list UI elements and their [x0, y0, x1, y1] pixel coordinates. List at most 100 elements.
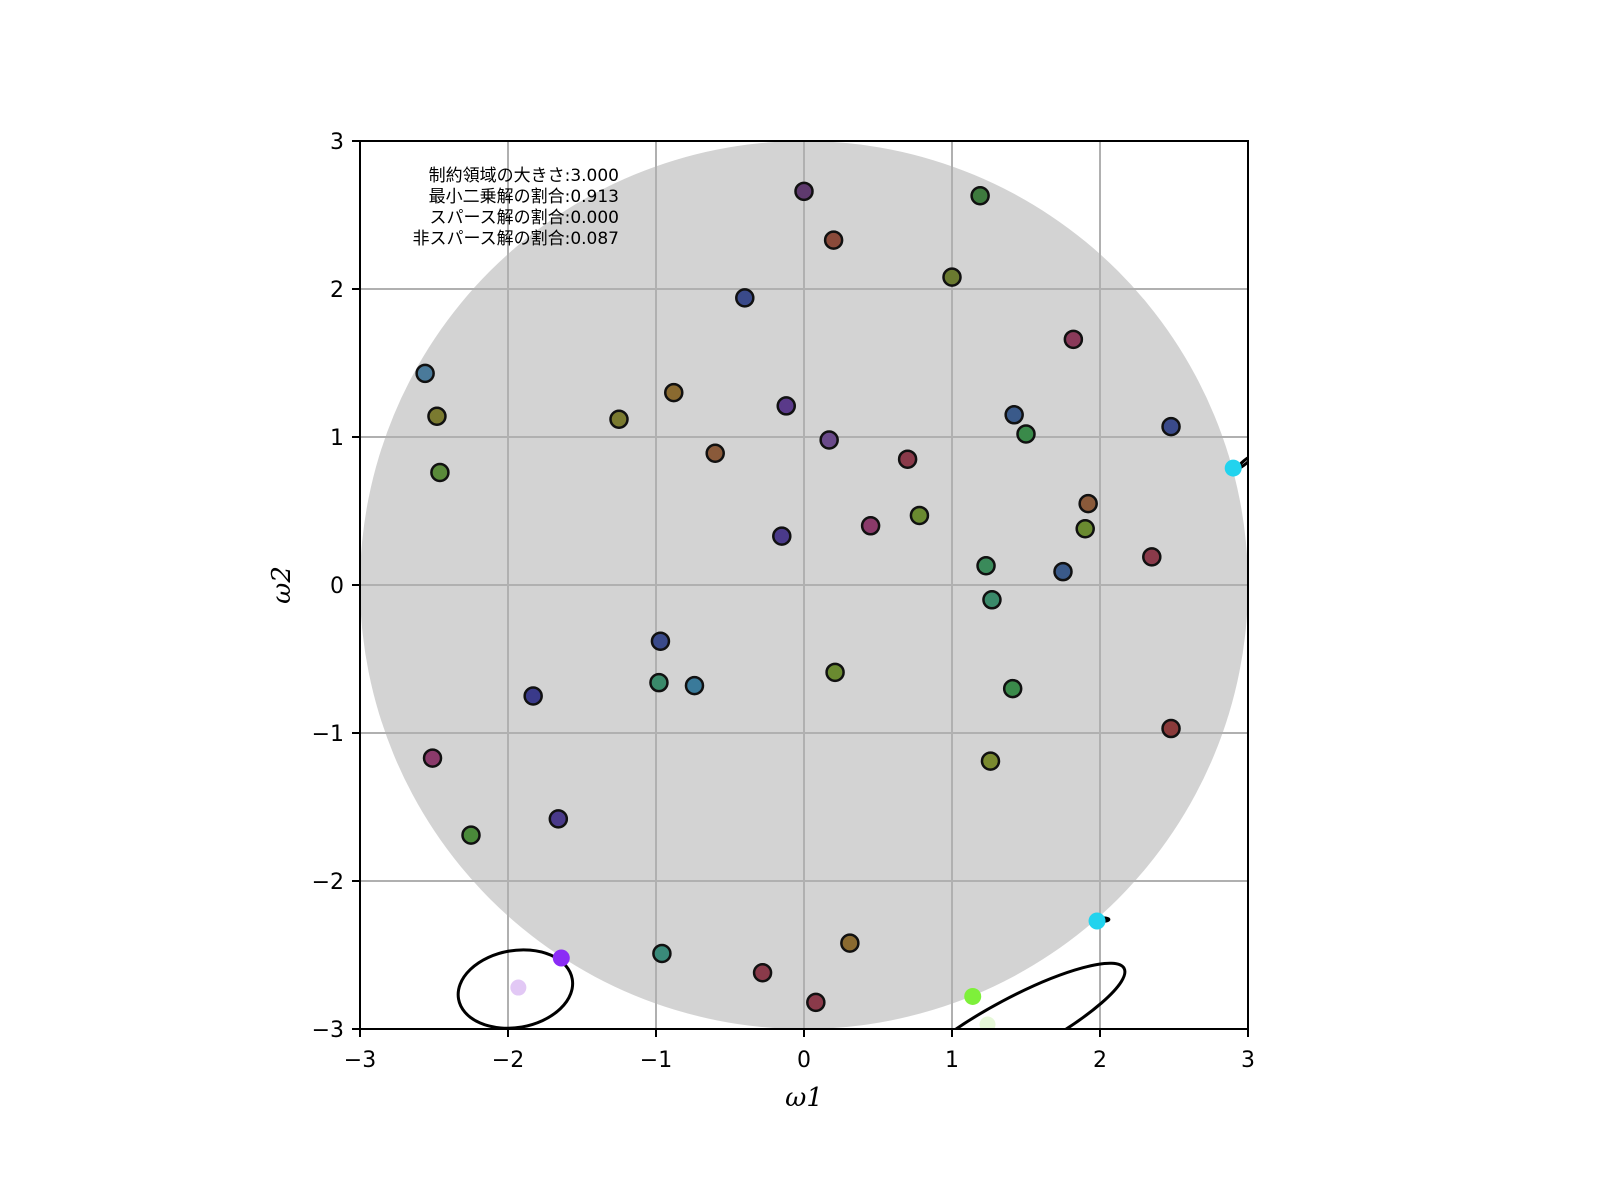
point-dot-ring [434, 466, 446, 479]
scatter-point [415, 363, 435, 384]
point-dot-ring [946, 271, 958, 283]
point-fill [909, 505, 929, 525]
point-dot-ring [913, 509, 926, 522]
scatter-point [1078, 493, 1098, 514]
point-fill [982, 590, 1002, 610]
point-fill [684, 676, 704, 696]
scatter-point [909, 505, 930, 526]
point-fill [819, 430, 839, 450]
scatter-point [860, 516, 881, 536]
point-fill [861, 516, 881, 536]
point-ring [970, 186, 990, 206]
scatter-point [523, 686, 543, 706]
annotation-line: スパース解の割合:0.000 [429, 208, 619, 228]
point-fill [1142, 547, 1162, 567]
scatter-point [1063, 329, 1084, 350]
scatter-point [772, 526, 792, 546]
point-dot-ring [823, 434, 835, 446]
tick-layer: −3 −2 −1 0 1 2 3 −3 −2 −1 0 1 2 3 [312, 130, 1255, 1073]
point-dot-ring [1165, 722, 1177, 735]
point-ring [422, 748, 443, 768]
point-dot-ring [709, 447, 721, 459]
y-tick-label: −3 [312, 1018, 344, 1043]
point-fill [1004, 405, 1024, 425]
point-dot-ring [827, 234, 840, 246]
scatter-point [897, 449, 918, 469]
point-ring [430, 462, 450, 483]
scatter-point [823, 230, 844, 250]
grid-layer [359, 140, 1249, 1030]
point-fill [650, 631, 670, 651]
point-fill [942, 267, 962, 287]
point-dot-ring [810, 996, 822, 1008]
scatter-point [1004, 405, 1024, 425]
point-dot-ring [974, 190, 986, 202]
x-tick-label: −3 [344, 1048, 376, 1073]
scatter-point [422, 748, 443, 768]
point-dot-ring [431, 410, 443, 422]
x-axis-label: ω1 [785, 1083, 823, 1113]
point-fill [1003, 679, 1023, 699]
y-tick-label: 3 [330, 130, 344, 155]
scatter-point [819, 430, 839, 450]
scatter-point [427, 406, 447, 427]
x-tick-label: 0 [797, 1048, 811, 1073]
solution-point [552, 949, 570, 967]
y-tick-label: −1 [312, 722, 344, 747]
scatter-point [1053, 561, 1073, 582]
point-ring [752, 963, 773, 983]
point-ring [825, 662, 845, 683]
point-dot-ring [864, 520, 877, 532]
scatter-point [461, 825, 481, 845]
point-fill [794, 181, 814, 201]
point-dot-ring [552, 813, 564, 825]
point-ring [461, 825, 481, 845]
point-fill [649, 673, 669, 693]
y-tick-label: 2 [330, 278, 344, 303]
point-fill [664, 383, 684, 403]
point-ring [523, 686, 543, 706]
point-ring [705, 443, 725, 464]
scatter-point [1142, 547, 1162, 567]
point-ring [1004, 405, 1024, 425]
point-ring [976, 556, 996, 576]
x-tick-label: −2 [492, 1048, 524, 1073]
point-ring [823, 230, 844, 250]
annotation-line: 非スパース解の割合:0.087 [412, 229, 619, 249]
x-tick-label: 1 [945, 1048, 959, 1073]
point-ring [980, 751, 1001, 771]
point-fill [976, 556, 996, 576]
point-dot-ring [980, 560, 992, 572]
x-tick-label: 3 [1241, 1048, 1255, 1073]
point-ring [806, 992, 826, 1013]
point-ring [1002, 678, 1023, 699]
point-dot-ring [780, 400, 792, 412]
point-dot-ring [1146, 551, 1158, 563]
point-ring [772, 526, 792, 546]
point-ring [819, 430, 839, 450]
point-fill [753, 963, 773, 983]
point-ring [1161, 416, 1181, 437]
point-ring [609, 409, 629, 429]
point-ring [776, 396, 796, 416]
point-fill [1078, 494, 1098, 514]
point-fill [776, 396, 796, 416]
point-dot-ring [668, 387, 680, 399]
point-fill [430, 463, 450, 483]
point-fill [461, 825, 481, 845]
scatter-point [705, 443, 725, 464]
point-dot-ring [829, 666, 841, 678]
point-dot-ring [1079, 523, 1091, 535]
point-fill [705, 443, 725, 463]
point-ring [684, 675, 705, 696]
annotation-line: 制約領域の大きさ:3.000 [429, 166, 619, 186]
point-fill [1053, 562, 1073, 582]
point-ring [942, 267, 962, 287]
point-dot-ring [986, 594, 998, 606]
point-dot-ring [656, 947, 668, 960]
point-ring [982, 590, 1002, 610]
scatter-point [1075, 519, 1095, 539]
point-ring [897, 449, 918, 469]
point-ring [548, 809, 569, 829]
